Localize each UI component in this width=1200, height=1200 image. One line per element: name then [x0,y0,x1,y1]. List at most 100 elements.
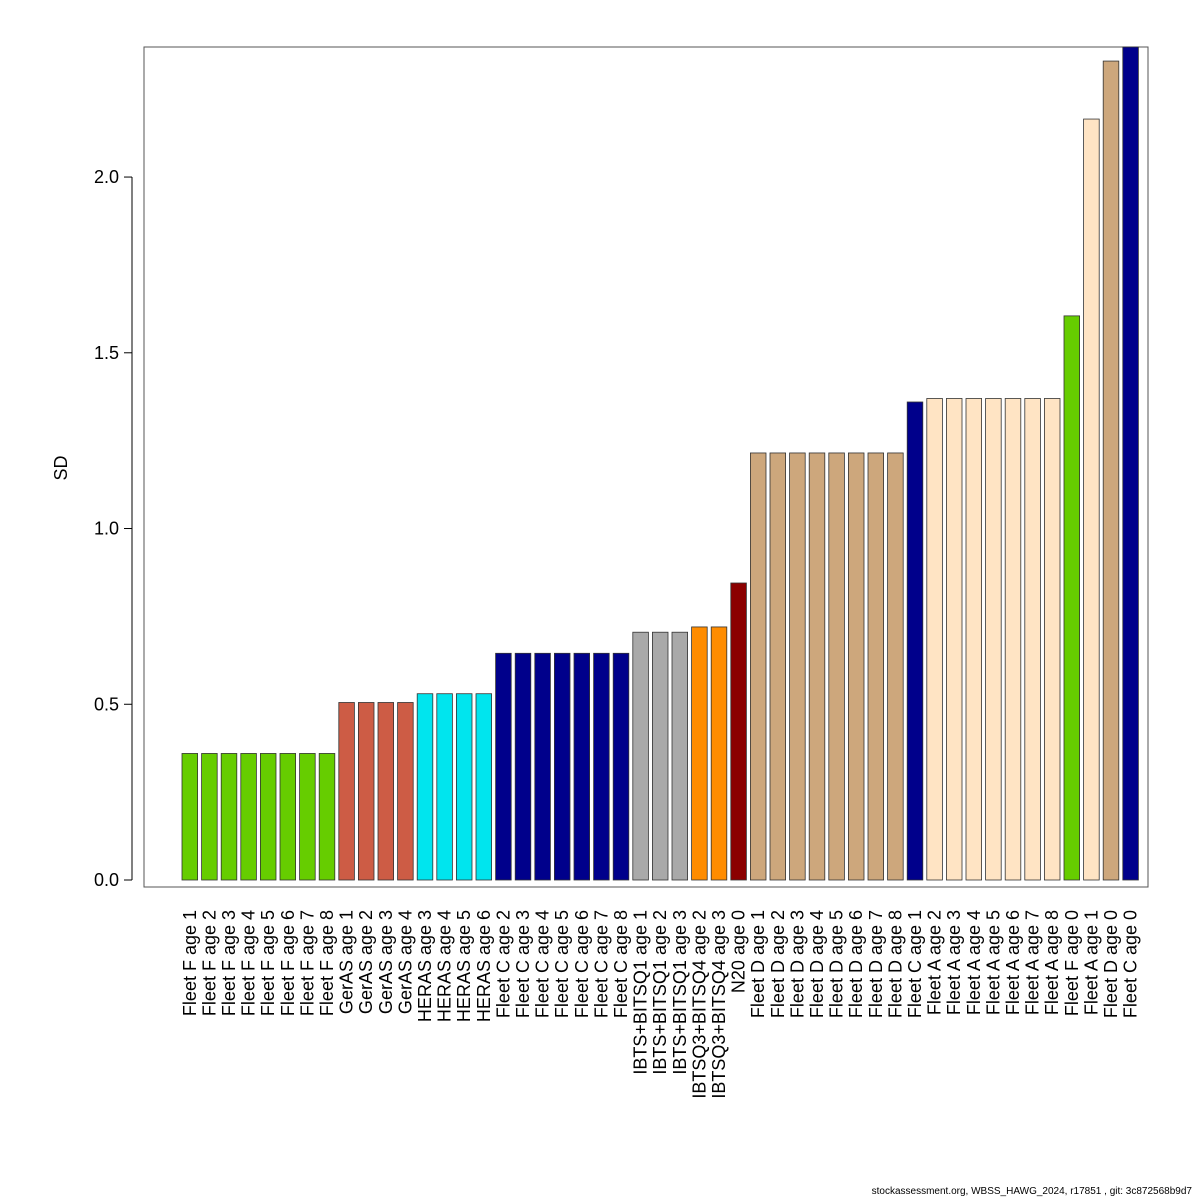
bar [769,452,787,881]
y-tick-label: 0.5 [94,694,119,714]
bar [416,693,434,881]
bar [475,693,493,881]
bar [377,702,395,881]
bar [357,702,375,881]
x-category-label: HERAS age 4 [435,910,455,1022]
x-category-label: Fleet C age 1 [905,910,925,1018]
bar [750,452,767,881]
bar [828,452,845,881]
bar [867,452,885,881]
bar [887,452,904,881]
bar [985,398,1002,881]
bar [220,753,238,881]
x-category-label: GerAS age 1 [337,910,357,1014]
bar [534,652,551,881]
bar [554,652,571,881]
x-category-label: Fleet D age 7 [866,910,886,1018]
x-category-label: IBTS+BITSQ1 age 2 [650,910,670,1075]
x-category-label: Fleet D age 3 [787,910,807,1018]
bar [789,452,806,881]
bar [1024,398,1041,881]
bar [906,401,924,881]
bar [495,652,512,881]
bar [710,626,728,881]
x-category-label: Fleet D age 1 [748,910,768,1018]
x-category-label: GerAS age 3 [376,910,396,1014]
x-category-label: Fleet D age 6 [846,910,866,1018]
bar [455,693,473,881]
y-tick-label: 0.0 [94,870,119,890]
x-category-label: N20 age 0 [729,910,749,993]
y-tick-label: 2.0 [94,167,119,187]
x-category-label: Fleet C age 2 [493,910,513,1018]
bar [279,753,297,881]
y-axis-title: SD [51,455,71,480]
bar [318,753,336,881]
bar [946,398,963,881]
x-category-label: Fleet F age 7 [297,910,317,1016]
bar [652,631,669,881]
x-category-label: Fleet C age 6 [572,910,592,1018]
x-category-label: Fleet A age 6 [1003,910,1023,1015]
x-category-label: Fleet A age 5 [983,910,1003,1015]
x-category-label: Fleet F age 2 [199,910,219,1016]
bar [573,652,591,881]
x-category-label: GerAS age 2 [356,910,376,1014]
y-tick-label: 1.0 [94,519,119,539]
x-category-label: IBTSQ3+BITSQ4 age 3 [709,910,729,1099]
bar [201,753,218,881]
x-category-label: Fleet C age 7 [591,910,611,1018]
x-category-label: GerAS age 4 [395,910,415,1014]
x-category-label: IBTS+BITSQ1 age 1 [631,910,651,1075]
bar [632,631,649,881]
x-category-label: HERAS age 5 [454,910,474,1022]
x-category-label: Fleet C age 3 [513,910,533,1018]
x-category-label: Fleet D age 5 [827,910,847,1018]
bar [1044,398,1061,881]
x-category-label: Fleet F age 8 [317,910,337,1016]
x-category-label: Fleet A age 2 [925,910,945,1015]
bar [181,753,199,881]
x-category-label: Fleet A age 8 [1042,910,1062,1015]
bar [671,631,689,881]
x-category-label: Fleet F age 0 [1062,910,1082,1016]
x-category-label: Fleet C age 5 [552,910,572,1018]
bar [259,753,277,881]
bar [436,693,453,881]
plot-frame [143,46,1149,888]
x-category-label: HERAS age 6 [474,910,494,1022]
x-category-label: Fleet A age 7 [1023,910,1043,1015]
bar [397,702,414,881]
x-category-label: Fleet D age 2 [768,910,788,1018]
bar [593,652,610,881]
y-axis: 0.0 0.5 1.0 1.5 2.0 [94,167,133,890]
x-category-label: Fleet A age 3 [944,910,964,1015]
bar [1102,60,1120,881]
x-category-label: HERAS age 3 [415,910,435,1022]
x-category-label: Fleet F age 5 [258,910,278,1016]
x-category-label: Fleet C age 4 [533,910,553,1018]
x-category-label: Fleet C age 8 [611,910,631,1018]
bar [691,626,708,881]
x-category-label: Fleet C age 0 [1121,910,1141,1018]
x-category-label: Fleet F age 6 [278,910,298,1016]
x-category-label: IBTS+BITSQ1 age 3 [670,910,690,1075]
x-category-label: Fleet A age 1 [1081,910,1101,1015]
bar [612,652,630,881]
x-category-label: Fleet F age 3 [219,910,239,1016]
bar [1063,315,1081,881]
bar [1004,398,1022,881]
bar [299,753,316,881]
bar [965,398,983,881]
bar [240,753,257,881]
x-category-label: Fleet D age 8 [885,910,905,1018]
bar [1083,118,1100,881]
bars [181,46,1139,881]
x-category-label: Fleet F age 1 [180,910,200,1016]
x-category-label: Fleet F age 4 [239,910,259,1016]
x-category-label: Fleet A age 4 [964,910,984,1015]
bar [808,452,826,881]
bar [730,582,747,881]
